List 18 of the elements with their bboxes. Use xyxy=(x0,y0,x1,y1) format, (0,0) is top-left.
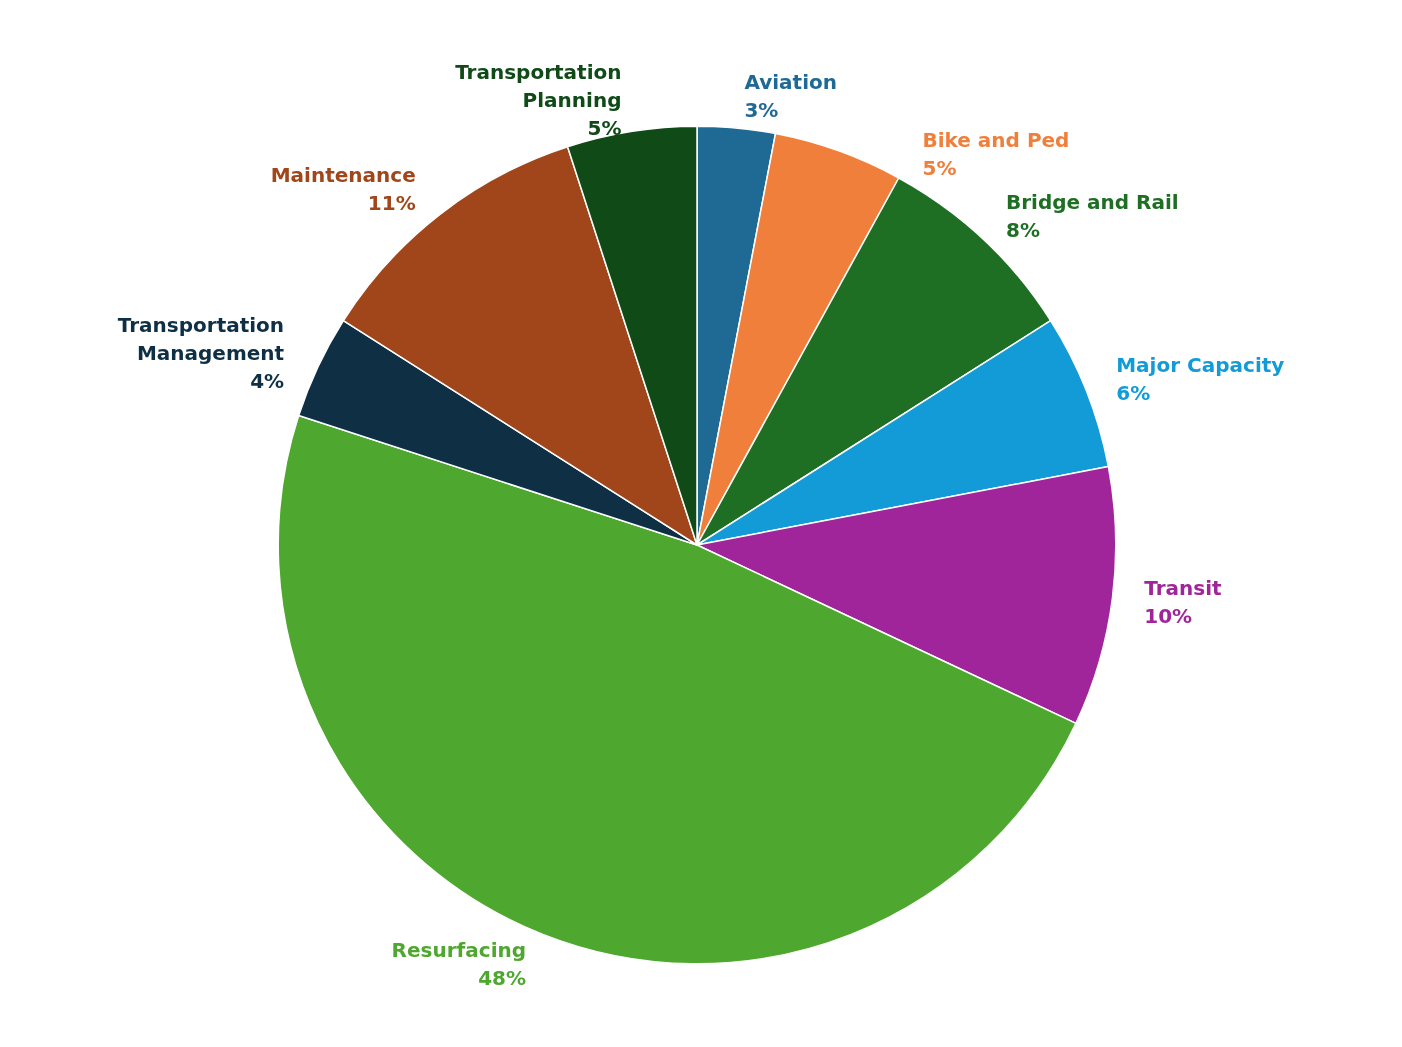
data-label: 5% xyxy=(587,115,622,140)
data-label: 5% xyxy=(922,156,957,181)
data-label: 6% xyxy=(1116,381,1151,406)
slice-label: Aviation xyxy=(744,70,837,95)
slice-label: Bike and Ped xyxy=(922,128,1070,153)
slice-label: Transportation Management xyxy=(117,313,285,366)
data-label: 11% xyxy=(367,190,416,215)
slice-label: Bridge and Rail xyxy=(1005,190,1179,215)
data-label: 8% xyxy=(1005,218,1040,243)
slice-label: Major Capacity xyxy=(1116,353,1285,378)
slice-label: Transportation Planning xyxy=(455,59,622,112)
slice-label: Transit xyxy=(1144,575,1223,600)
data-label: 4% xyxy=(250,369,285,394)
slice-label: Resurfacing xyxy=(391,938,527,963)
slice-label: Maintenance xyxy=(270,162,416,187)
data-label: 10% xyxy=(1144,603,1193,628)
data-label: 3% xyxy=(744,98,779,123)
data-label: 48% xyxy=(478,966,527,991)
